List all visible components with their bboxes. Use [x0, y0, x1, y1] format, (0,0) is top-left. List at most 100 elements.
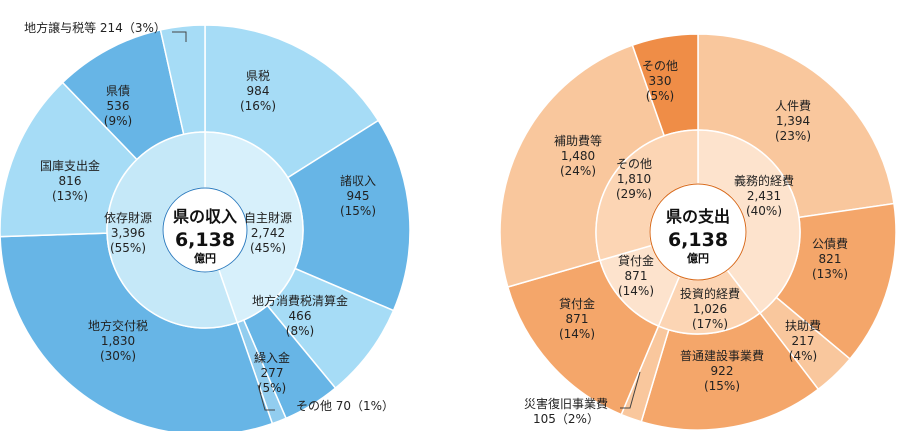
- revenue-outer-label-line: (5%): [258, 381, 286, 395]
- expenditure-inner-label: その他 1,810 (29%): [616, 157, 652, 201]
- revenue-outer-label: 諸収入 945 (15%): [340, 173, 376, 218]
- revenue-inner-label: 自主財源 2,742 (45%): [244, 210, 292, 255]
- revenue-outer-label-line: 277: [261, 366, 284, 380]
- revenue-outer-label: 県税 984 (16%): [240, 69, 276, 113]
- revenue-center-title: 県の収入: [173, 207, 237, 226]
- expenditure-outer-label: 災害復旧事業費 105（2%）: [524, 396, 608, 426]
- expenditure-outer-label: 補助費等 1,480 (24%): [554, 133, 602, 178]
- revenue-donut: [0, 24, 411, 431]
- expenditure-inner-label-line: 投資的経費: [680, 286, 740, 301]
- expenditure-outer-label-line: 扶助費: [785, 318, 821, 333]
- revenue-inner-label-line: (55%): [110, 241, 146, 255]
- revenue-outer-label: 国庫支出金 816 (13%): [40, 158, 100, 203]
- expenditure-inner-label-line: (29%): [616, 187, 652, 201]
- expenditure-outer-label-line: 1,394: [776, 114, 810, 128]
- expenditure-center-title: 県の支出: [666, 207, 730, 226]
- revenue-center-circle: [162, 187, 248, 273]
- revenue-inner-label-line: 自主財源: [244, 210, 292, 225]
- revenue-center-total: 6,138: [175, 229, 235, 251]
- revenue-outer-label-line: (16%): [240, 99, 276, 113]
- revenue-outer-label-line: 1,830: [101, 334, 135, 348]
- revenue-outer-label: 地方消費税清算金 466 (8%): [252, 293, 348, 338]
- expenditure-center-total: 6,138: [668, 229, 728, 251]
- expenditure-center-title-line: 県の支出: [666, 207, 730, 226]
- expenditure-outer-label-line: 普通建設事業費: [680, 348, 764, 363]
- expenditure-inner-label: 投資的経費 1,026 (17%): [680, 286, 740, 331]
- revenue-outer-label-line: 地方消費税清算金: [252, 293, 348, 308]
- expenditure-outer-label-line: 1,480: [561, 149, 595, 163]
- expenditure-inner-label-line: (17%): [692, 317, 728, 331]
- expenditure-center-circle: [649, 183, 747, 281]
- revenue-center-unit-line: 億円: [194, 251, 216, 265]
- expenditure-outer-label-line: 330: [649, 74, 672, 88]
- revenue-outer-label-line: (9%): [104, 114, 132, 128]
- expenditure-outer-label: 扶助費 217 (4%): [785, 318, 821, 363]
- expenditure-inner-label: 貸付金 871 (14%): [618, 253, 654, 298]
- revenue-leader-line: [257, 384, 275, 411]
- expenditure-inner-label: 義務的経費 2,431 (40%): [734, 173, 794, 218]
- expenditure-center-total-line: 6,138: [668, 229, 728, 251]
- revenue-outer-label-line: (13%): [52, 189, 88, 203]
- expenditure-outer-label-line: (15%): [704, 379, 740, 393]
- expenditure-outer-label-line: 人件費: [775, 98, 811, 113]
- expenditure-outer-label-line: 922: [711, 364, 734, 378]
- expenditure-outer-label: 公債費 821 (13%): [812, 236, 848, 281]
- expenditure-center-unit: 億円: [687, 251, 709, 265]
- revenue-inner-label-line: (45%): [250, 241, 286, 255]
- revenue-outer-label-line: 県債: [106, 83, 130, 98]
- revenue-outer-label-line: (8%): [286, 324, 314, 338]
- expenditure-outer-label-line: (4%): [789, 349, 817, 363]
- expenditure-leader-line: [620, 371, 641, 409]
- revenue-outer-label: 地方譲与税等 214（3%）: [24, 20, 166, 35]
- revenue-outer-label-line: 繰入金: [254, 350, 290, 365]
- expenditure-outer-label-line: (23%): [775, 129, 811, 143]
- expenditure-inner-label-line: 1,026: [693, 302, 727, 316]
- expenditure-outer-label-line: (5%): [646, 89, 674, 103]
- revenue-outer-label-line: 536: [107, 99, 130, 113]
- revenue-inner-label-line: 2,742: [251, 226, 285, 240]
- revenue-outer-label-line: 466: [289, 309, 312, 323]
- revenue-outer-label-line: 984: [247, 84, 270, 98]
- revenue-outer-label-line: 諸収入: [340, 173, 376, 188]
- expenditure-inner-label-line: (14%): [618, 284, 654, 298]
- expenditure-center-unit-line: 億円: [687, 251, 709, 265]
- expenditure-outer-label-line: 105（2%）: [533, 412, 599, 426]
- revenue-center-title-line: 県の収入: [173, 207, 237, 226]
- expenditure-outer-label-line: 821: [819, 252, 842, 266]
- revenue-outer-label-line: 地方譲与税等 214（3%）: [24, 20, 166, 35]
- revenue-outer-label-line: 816: [59, 174, 82, 188]
- revenue-outer-label: 県債 536 (9%): [104, 83, 132, 128]
- expenditure-inner-label-line: 1,810: [617, 172, 651, 186]
- expenditure-inner-label-line: 871: [625, 269, 648, 283]
- expenditure-outer-label: その他 330 (5%): [642, 59, 678, 103]
- revenue-outer-label-line: 地方交付税: [88, 318, 148, 333]
- revenue-outer-label: 地方交付税 1,830 (30%): [88, 318, 148, 363]
- revenue-outer-label: その他 70（1%）: [296, 399, 394, 413]
- expenditure-inner-label-line: 2,431: [747, 189, 781, 203]
- revenue-inner-label-line: 依存財源: [104, 210, 152, 225]
- revenue-leader-line: [172, 31, 187, 42]
- revenue-outer-label-line: (30%): [100, 349, 136, 363]
- revenue-inner-label-line: 3,396: [111, 226, 145, 240]
- revenue-outer-label-line: 945: [347, 189, 370, 203]
- expenditure-outer-label-line: 217: [792, 334, 815, 348]
- expenditure-outer-label-line: (14%): [559, 327, 595, 341]
- revenue-inner-label: 依存財源 3,396 (55%): [104, 210, 152, 255]
- expenditure-outer-label-line: 貸付金: [559, 296, 595, 311]
- revenue-outer-label-line: その他 70（1%）: [296, 399, 394, 413]
- revenue-outer-label-line: 県税: [246, 69, 270, 83]
- expenditure-outer-label-line: (24%): [560, 164, 596, 178]
- expenditure-outer-label-line: 871: [566, 312, 589, 326]
- expenditure-outer-label-line: (13%): [812, 267, 848, 281]
- revenue-outer-label-line: 国庫支出金: [40, 158, 100, 173]
- expenditure-outer-label: 貸付金 871 (14%): [559, 296, 595, 341]
- expenditure-outer-label-line: 災害復旧事業費: [524, 396, 608, 411]
- revenue-center-total-line: 6,138: [175, 229, 235, 251]
- expenditure-outer-label-line: 公債費: [812, 236, 848, 251]
- expenditure-donut: [499, 33, 897, 431]
- expenditure-inner-label-line: 義務的経費: [734, 173, 794, 188]
- expenditure-inner-label-line: (40%): [746, 204, 782, 218]
- expenditure-inner-label-line: その他: [616, 157, 652, 171]
- revenue-outer-label-line: (15%): [340, 204, 376, 218]
